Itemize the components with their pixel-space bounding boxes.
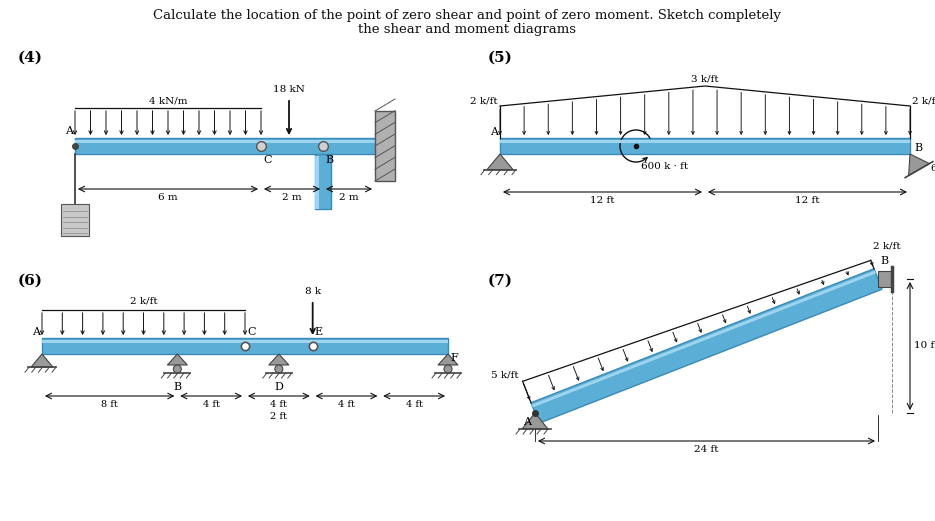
Polygon shape xyxy=(75,138,375,154)
Text: 2 k/ft: 2 k/ft xyxy=(912,96,935,105)
Text: F: F xyxy=(450,353,458,363)
Text: 2 k/ft: 2 k/ft xyxy=(470,96,498,105)
Circle shape xyxy=(173,365,181,373)
Polygon shape xyxy=(31,354,53,367)
Polygon shape xyxy=(167,354,187,365)
Circle shape xyxy=(275,365,282,373)
Text: B: B xyxy=(173,382,181,392)
Polygon shape xyxy=(42,340,448,343)
Text: 2 m: 2 m xyxy=(339,193,359,202)
Text: 3 k/ft: 3 k/ft xyxy=(691,74,719,83)
Text: B: B xyxy=(914,143,922,153)
Polygon shape xyxy=(878,271,892,287)
Text: 4 ft: 4 ft xyxy=(270,400,287,409)
Text: (6): (6) xyxy=(18,274,43,288)
Text: 60°: 60° xyxy=(930,164,935,173)
Text: 12 ft: 12 ft xyxy=(796,196,820,205)
Text: B: B xyxy=(880,256,888,266)
Text: C: C xyxy=(247,327,255,337)
Text: 8 ft: 8 ft xyxy=(101,400,118,409)
Text: 4 kN/m: 4 kN/m xyxy=(149,96,187,105)
Polygon shape xyxy=(522,413,548,429)
Polygon shape xyxy=(315,156,319,209)
Polygon shape xyxy=(500,138,910,154)
Polygon shape xyxy=(61,204,89,236)
Text: 4 ft: 4 ft xyxy=(203,400,220,409)
Text: 600 k · ft: 600 k · ft xyxy=(641,162,688,171)
Polygon shape xyxy=(42,338,448,354)
Text: 2 k/ft: 2 k/ft xyxy=(130,297,157,306)
Text: the shear and moment diagrams: the shear and moment diagrams xyxy=(358,23,576,36)
Text: 4 ft: 4 ft xyxy=(406,400,423,409)
Text: 2 k/ft: 2 k/ft xyxy=(872,241,900,251)
Text: (7): (7) xyxy=(488,274,513,288)
Text: 24 ft: 24 ft xyxy=(695,445,719,454)
Polygon shape xyxy=(315,154,331,209)
Text: A: A xyxy=(490,127,498,137)
Polygon shape xyxy=(375,111,395,181)
Text: 5 k/ft: 5 k/ft xyxy=(491,370,519,379)
Text: (4): (4) xyxy=(18,51,43,65)
Polygon shape xyxy=(487,154,513,170)
Text: 10 ft: 10 ft xyxy=(914,341,935,351)
Text: B: B xyxy=(325,155,333,165)
Polygon shape xyxy=(500,140,910,143)
Text: 18 kN: 18 kN xyxy=(273,85,305,94)
Text: 8 k: 8 k xyxy=(305,287,321,296)
Text: Calculate the location of the point of zero shear and point of zero moment. Sket: Calculate the location of the point of z… xyxy=(153,9,781,22)
Text: A: A xyxy=(523,417,531,427)
Text: A: A xyxy=(65,126,73,136)
Text: A: A xyxy=(32,327,40,337)
Polygon shape xyxy=(75,140,375,143)
Text: 2 ft: 2 ft xyxy=(270,412,287,421)
Text: C: C xyxy=(263,155,271,165)
Text: 6 m: 6 m xyxy=(158,193,178,202)
Text: 2 m: 2 m xyxy=(282,193,302,202)
Text: 4 ft: 4 ft xyxy=(338,400,355,409)
Text: (5): (5) xyxy=(488,51,513,65)
Polygon shape xyxy=(531,269,882,423)
Polygon shape xyxy=(909,154,929,176)
Polygon shape xyxy=(532,270,876,407)
Polygon shape xyxy=(438,354,458,365)
Text: E: E xyxy=(315,327,323,337)
Circle shape xyxy=(444,365,452,373)
Text: D: D xyxy=(274,382,283,392)
Text: 12 ft: 12 ft xyxy=(590,196,614,205)
Polygon shape xyxy=(269,354,289,365)
